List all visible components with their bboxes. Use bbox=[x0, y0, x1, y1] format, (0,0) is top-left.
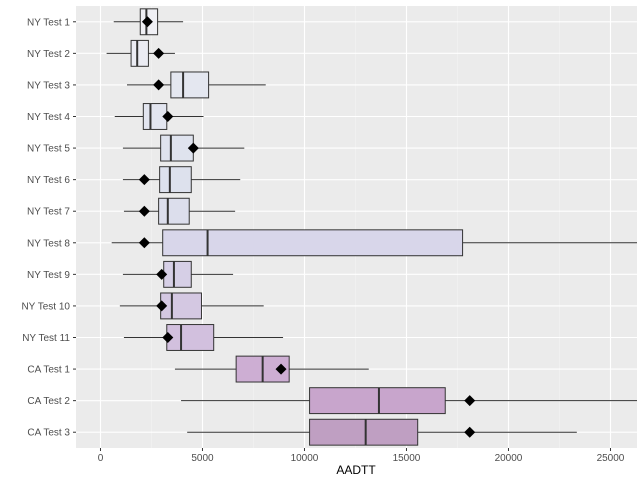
y-tick-label: CA Test 3 bbox=[27, 428, 70, 439]
x-tick-labels: 0 5000 10000 15000 20000 25000 bbox=[98, 448, 625, 464]
x-tick-label: 10000 bbox=[291, 453, 319, 464]
x-tick-label: 15000 bbox=[393, 453, 421, 464]
y-tick-label: CA Test 1 bbox=[27, 365, 70, 376]
box-iqr bbox=[130, 39, 149, 67]
mean-marker bbox=[141, 16, 153, 28]
box-ny-test-8 bbox=[111, 229, 637, 257]
mean-marker bbox=[187, 142, 199, 154]
y-tick-label: NY Test 11 bbox=[22, 333, 70, 344]
mean-marker bbox=[162, 111, 174, 122]
mean-marker bbox=[156, 300, 168, 312]
mean-marker bbox=[464, 426, 476, 438]
box-ny-test-7 bbox=[123, 197, 236, 225]
box-ca-test-2 bbox=[181, 387, 637, 415]
box-iqr bbox=[309, 387, 446, 415]
box-ny-test-9 bbox=[122, 260, 234, 288]
mean-marker bbox=[138, 237, 150, 249]
box-iqr bbox=[159, 166, 192, 194]
y-tick-labels: NY Test 1 NY Test 2 NY Test 3 NY Test 4 NY T… bbox=[21, 17, 76, 439]
boxes bbox=[106, 8, 637, 446]
y-tick-label: NY Test 2 bbox=[27, 49, 70, 60]
panel-background bbox=[76, 6, 637, 448]
y-tick-label: NY Test 9 bbox=[27, 270, 70, 281]
box-iqr bbox=[170, 71, 210, 99]
box-iqr bbox=[309, 418, 419, 446]
y-tick-label: NY Test 4 bbox=[27, 112, 70, 123]
box-ny-test-10 bbox=[119, 292, 264, 320]
y-tick-label: NY Test 3 bbox=[27, 80, 70, 91]
box-ny-test-1 bbox=[113, 8, 184, 36]
mean-marker bbox=[275, 363, 287, 375]
box-iqr bbox=[158, 197, 190, 225]
mean-marker bbox=[153, 79, 165, 91]
box-ny-test-5 bbox=[122, 134, 245, 162]
mean-marker bbox=[464, 395, 476, 407]
x-tick-label: 25000 bbox=[597, 453, 625, 464]
box-iqr bbox=[163, 260, 192, 288]
y-tick-label: NY Test 1 bbox=[27, 17, 70, 28]
box-ca-test-3 bbox=[187, 418, 577, 446]
y-tick-label: NY Test 7 bbox=[27, 207, 70, 218]
mean-marker bbox=[162, 332, 174, 343]
x-tick-label: 0 bbox=[98, 453, 104, 464]
y-tick-label: NY Test 5 bbox=[27, 144, 70, 155]
box-iqr bbox=[160, 292, 202, 320]
x-axis-title: AADTT bbox=[336, 463, 376, 477]
y-tick-label: NY Test 6 bbox=[27, 175, 70, 186]
box-iqr bbox=[166, 324, 215, 351]
box-ny-test-11 bbox=[123, 324, 284, 351]
y-tick-label: NY Test 10 bbox=[21, 301, 70, 312]
box-iqr bbox=[160, 134, 194, 162]
y-tick-label: CA Test 2 bbox=[27, 396, 70, 407]
box-ca-test-1 bbox=[174, 355, 369, 383]
mean-marker bbox=[138, 205, 150, 217]
box-ny-test-6 bbox=[122, 166, 241, 194]
x-tick-label: 5000 bbox=[191, 453, 214, 464]
mean-marker bbox=[153, 47, 165, 59]
box-ny-test-3 bbox=[127, 71, 266, 99]
mean-marker bbox=[138, 174, 150, 186]
mean-marker bbox=[156, 268, 168, 280]
box-ny-test-2 bbox=[106, 39, 175, 67]
y-tick-label: NY Test 8 bbox=[27, 238, 70, 249]
box-iqr bbox=[162, 229, 464, 257]
box-ny-test-4 bbox=[114, 103, 204, 130]
x-tick-label: 20000 bbox=[495, 453, 523, 464]
